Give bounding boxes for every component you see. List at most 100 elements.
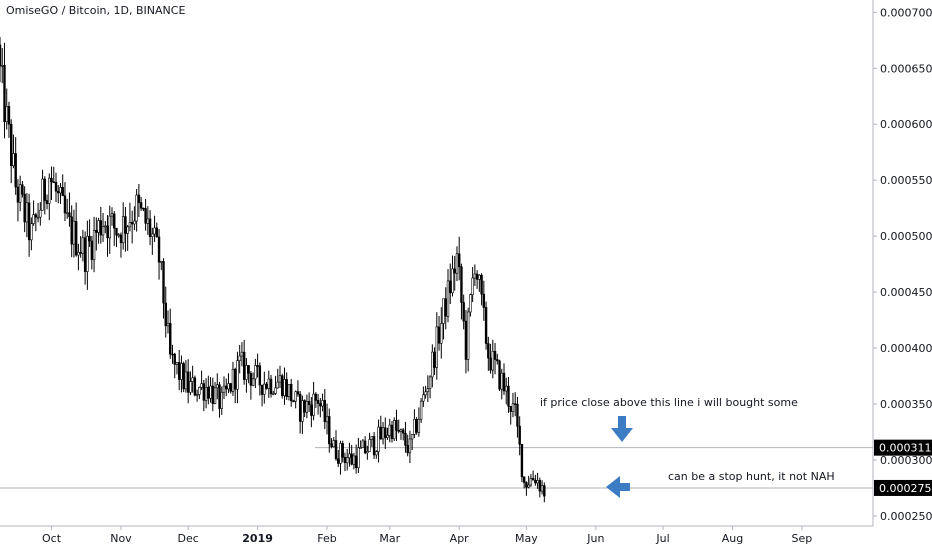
candle: [529, 474, 533, 487]
candle: [314, 392, 318, 408]
price-tag-bg: [874, 439, 932, 456]
candle: [142, 207, 145, 212]
candle: [350, 445, 353, 466]
candle: [417, 407, 421, 437]
candle: [189, 371, 192, 396]
candle: [278, 365, 282, 389]
candle: [245, 357, 248, 393]
candle: [7, 101, 11, 138]
candle: [113, 211, 116, 246]
candle: [401, 428, 405, 441]
candle: [162, 258, 165, 319]
candle: [184, 360, 188, 393]
price-tag-label: 0.000311: [879, 442, 932, 455]
candle: [325, 403, 329, 435]
candle: [23, 186, 26, 233]
candle: [263, 371, 266, 404]
time-axis: Oct Nov Dec 2019 Feb Mar Apr May Jun Jul Aug Sep: [42, 526, 812, 545]
candle: [171, 344, 174, 364]
candle: [222, 376, 226, 399]
candle: [148, 210, 152, 246]
y-tick-label: 0.000450: [880, 286, 932, 299]
candle: [57, 185, 60, 204]
y-tick-label: 0.000500: [880, 230, 932, 243]
candle: [173, 352, 176, 379]
candle: [79, 236, 82, 258]
price-tags: 0.000311 0.000275: [874, 439, 932, 496]
candle: [469, 293, 472, 317]
x-tick-label: Nov: [110, 532, 132, 545]
y-tick-label: 0.000550: [880, 174, 932, 187]
candle: [332, 437, 335, 448]
candle: [424, 385, 427, 399]
candle: [45, 194, 49, 210]
candle: [106, 215, 109, 257]
candle: [527, 475, 530, 489]
candle: [234, 367, 237, 404]
candle: [146, 206, 150, 235]
x-tick-label: Oct: [42, 532, 62, 545]
candle: [18, 175, 22, 212]
candle: [415, 417, 418, 435]
candle: [370, 436, 374, 447]
candle: [478, 274, 481, 292]
candle: [1, 47, 4, 84]
candle: [52, 166, 55, 184]
price-axis: 0.000250 0.000300 0.000350 0.000400 0.000450…: [873, 6, 932, 523]
candle: [451, 255, 454, 297]
candle: [72, 209, 76, 258]
candle: [287, 384, 291, 401]
x-tick-label: Aug: [722, 532, 743, 545]
candle: [229, 382, 232, 394]
candle: [260, 384, 264, 407]
candle: [538, 477, 542, 498]
candle: [307, 392, 311, 413]
candle: [139, 196, 143, 211]
chart-title: OmiseGO / Bitcoin, 1D, BINANCE: [6, 4, 186, 17]
candle: [433, 347, 436, 375]
candle: [200, 370, 203, 391]
candle: [276, 368, 279, 389]
candle: [413, 409, 416, 439]
candle: [153, 215, 156, 242]
candle: [43, 176, 47, 215]
candle: [464, 309, 468, 374]
candle: [381, 421, 385, 445]
candle: [21, 181, 24, 198]
x-tick-label: Mar: [379, 532, 400, 545]
candle: [408, 430, 412, 464]
candle: [186, 359, 190, 404]
x-tick-label: May: [515, 532, 538, 545]
candle: [92, 216, 96, 273]
candle: [522, 476, 526, 489]
candle: [359, 440, 362, 449]
candle: [390, 420, 394, 443]
candle: [543, 482, 546, 503]
candle: [505, 377, 508, 405]
annotation-text-stop-hunt: can be a stop hunt, it not NAH: [668, 470, 835, 483]
candle: [39, 202, 42, 226]
candle: [493, 342, 497, 375]
candle: [86, 220, 89, 290]
candle: [66, 198, 69, 219]
candle: [27, 193, 31, 257]
candle: [137, 183, 141, 218]
candle: [419, 398, 423, 423]
candle: [77, 243, 80, 271]
y-tick-label: 0.000600: [880, 118, 932, 131]
candle: [462, 294, 465, 330]
candle: [437, 315, 441, 351]
candle: [218, 381, 221, 418]
candle: [444, 287, 447, 330]
candle: [272, 390, 275, 396]
candle: [108, 205, 111, 254]
candle: [498, 359, 501, 392]
candle: [431, 344, 434, 388]
candle: [449, 263, 452, 305]
candle: [475, 270, 479, 289]
candle: [251, 372, 255, 387]
candle: [5, 88, 8, 130]
candle: [352, 452, 356, 470]
candle: [160, 260, 163, 270]
